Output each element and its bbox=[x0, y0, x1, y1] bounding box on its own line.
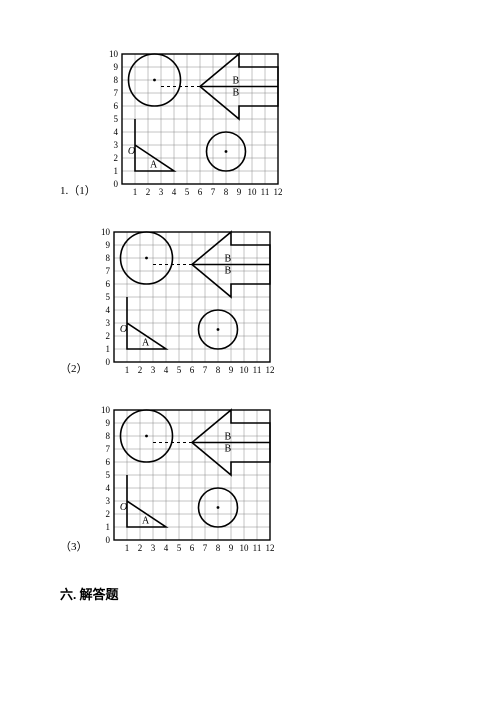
svg-text:B: B bbox=[232, 87, 239, 98]
svg-text:6: 6 bbox=[198, 187, 203, 197]
svg-text:3: 3 bbox=[105, 318, 110, 328]
svg-text:11: 11 bbox=[252, 365, 261, 375]
svg-text:1: 1 bbox=[124, 365, 129, 375]
svg-text:6: 6 bbox=[113, 101, 118, 111]
svg-text:11: 11 bbox=[260, 187, 269, 197]
svg-text:1: 1 bbox=[113, 166, 118, 176]
svg-text:3: 3 bbox=[150, 365, 155, 375]
svg-text:10: 10 bbox=[247, 187, 257, 197]
svg-text:9: 9 bbox=[228, 543, 233, 553]
svg-text:0: 0 bbox=[105, 357, 110, 367]
svg-text:8: 8 bbox=[215, 543, 220, 553]
svg-text:7: 7 bbox=[202, 365, 207, 375]
figure-block: （2）012345678910123456789101112OABB bbox=[60, 228, 460, 378]
svg-text:12: 12 bbox=[273, 187, 282, 197]
svg-text:2: 2 bbox=[105, 509, 110, 519]
figure-label: 1.（1） bbox=[60, 182, 96, 200]
svg-text:10: 10 bbox=[101, 406, 111, 415]
svg-text:B: B bbox=[224, 265, 231, 276]
svg-text:B: B bbox=[224, 254, 231, 265]
svg-text:5: 5 bbox=[176, 365, 181, 375]
svg-text:9: 9 bbox=[228, 365, 233, 375]
svg-text:3: 3 bbox=[159, 187, 164, 197]
svg-text:2: 2 bbox=[105, 331, 110, 341]
svg-text:1: 1 bbox=[133, 187, 138, 197]
svg-text:5: 5 bbox=[176, 543, 181, 553]
svg-text:2: 2 bbox=[146, 187, 151, 197]
svg-text:10: 10 bbox=[109, 50, 119, 59]
svg-text:12: 12 bbox=[265, 365, 274, 375]
svg-text:7: 7 bbox=[211, 187, 216, 197]
svg-text:A: A bbox=[150, 160, 158, 171]
svg-text:5: 5 bbox=[105, 470, 110, 480]
svg-text:5: 5 bbox=[185, 187, 190, 197]
svg-text:8: 8 bbox=[215, 365, 220, 375]
svg-text:3: 3 bbox=[105, 496, 110, 506]
svg-text:10: 10 bbox=[101, 228, 111, 237]
svg-text:O: O bbox=[119, 324, 126, 335]
svg-text:7: 7 bbox=[105, 266, 110, 276]
svg-text:A: A bbox=[141, 338, 149, 349]
svg-text:6: 6 bbox=[189, 365, 194, 375]
svg-text:10: 10 bbox=[239, 365, 249, 375]
svg-text:12: 12 bbox=[265, 543, 274, 553]
svg-text:3: 3 bbox=[113, 140, 118, 150]
figure-label: （2） bbox=[60, 360, 88, 378]
svg-text:9: 9 bbox=[237, 187, 242, 197]
svg-text:1: 1 bbox=[105, 522, 110, 532]
svg-text:8: 8 bbox=[105, 253, 110, 263]
grid-diagram: 012345678910123456789101112OABB bbox=[94, 228, 274, 378]
svg-text:2: 2 bbox=[137, 365, 142, 375]
svg-text:6: 6 bbox=[105, 457, 110, 467]
svg-text:6: 6 bbox=[105, 279, 110, 289]
svg-text:A: A bbox=[141, 516, 149, 527]
figure-block: 1.（1）012345678910123456789101112OABB bbox=[60, 50, 460, 200]
svg-text:B: B bbox=[232, 76, 239, 87]
figure-label: （3） bbox=[60, 538, 88, 556]
svg-text:5: 5 bbox=[105, 292, 110, 302]
svg-text:B: B bbox=[224, 443, 231, 454]
svg-text:6: 6 bbox=[189, 543, 194, 553]
svg-text:7: 7 bbox=[105, 444, 110, 454]
svg-text:0: 0 bbox=[105, 535, 110, 545]
svg-text:4: 4 bbox=[172, 187, 177, 197]
svg-text:5: 5 bbox=[113, 114, 118, 124]
svg-text:0: 0 bbox=[113, 179, 118, 189]
svg-text:8: 8 bbox=[105, 431, 110, 441]
svg-text:2: 2 bbox=[113, 153, 118, 163]
svg-text:4: 4 bbox=[105, 305, 110, 315]
svg-text:9: 9 bbox=[113, 62, 118, 72]
svg-text:7: 7 bbox=[202, 543, 207, 553]
svg-text:1: 1 bbox=[105, 344, 110, 354]
svg-text:7: 7 bbox=[113, 88, 118, 98]
svg-text:2: 2 bbox=[137, 543, 142, 553]
grid-diagram: 012345678910123456789101112OABB bbox=[102, 50, 282, 200]
section-heading: 六. 解答题 bbox=[60, 584, 460, 603]
svg-text:4: 4 bbox=[163, 543, 168, 553]
svg-text:4: 4 bbox=[105, 483, 110, 493]
svg-text:8: 8 bbox=[113, 75, 118, 85]
svg-text:11: 11 bbox=[252, 543, 261, 553]
svg-text:O: O bbox=[128, 146, 135, 157]
svg-text:3: 3 bbox=[150, 543, 155, 553]
svg-text:4: 4 bbox=[163, 365, 168, 375]
svg-text:4: 4 bbox=[113, 127, 118, 137]
svg-text:B: B bbox=[224, 432, 231, 443]
figure-block: （3）012345678910123456789101112OABB bbox=[60, 406, 460, 556]
svg-text:8: 8 bbox=[224, 187, 229, 197]
svg-text:1: 1 bbox=[124, 543, 129, 553]
svg-text:9: 9 bbox=[105, 418, 110, 428]
grid-diagram: 012345678910123456789101112OABB bbox=[94, 406, 274, 556]
svg-text:9: 9 bbox=[105, 240, 110, 250]
svg-text:10: 10 bbox=[239, 543, 249, 553]
svg-text:O: O bbox=[119, 502, 126, 513]
